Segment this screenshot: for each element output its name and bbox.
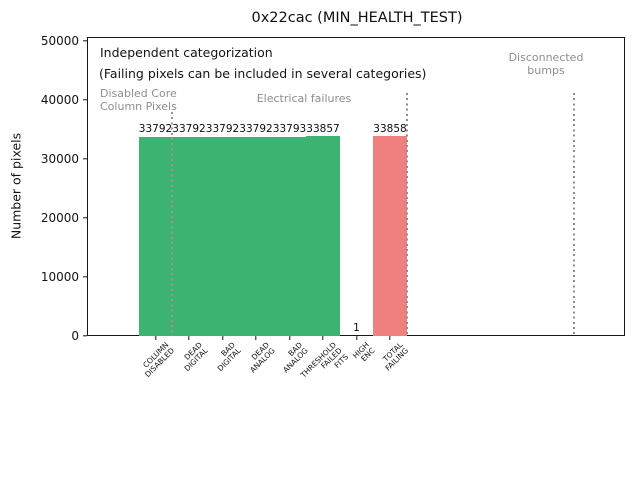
x-tick-mark	[288, 336, 291, 340]
bar	[239, 136, 273, 336]
x-tick-label-text: TOTAL FAILING	[379, 340, 411, 373]
x-tick-mark	[322, 336, 324, 340]
bar-value-label: 1	[353, 322, 360, 335]
section-divider-dotted-line	[405, 93, 408, 336]
annotation-failing-note: (Failing pixels can be included in sever…	[99, 66, 427, 81]
annotation-independent-categorization: Independent categorization	[100, 45, 273, 60]
y-tick-mark	[83, 335, 88, 337]
x-tick-mark	[154, 336, 157, 340]
y-tick-label: 10000	[40, 270, 79, 284]
chart-title: 0x22cac (MIN_HEALTH_TEST)	[251, 10, 463, 26]
x-tick-label-text: COLUMN DISABLED	[138, 340, 177, 380]
y-tick-label: 30000	[40, 152, 79, 166]
x-tick-mark	[188, 336, 190, 340]
y-tick-label: 50000	[40, 34, 79, 48]
bar	[172, 136, 206, 336]
bar-value-label: 33793	[272, 123, 307, 136]
x-tick-label-text: HIGH ENC	[351, 340, 378, 367]
y-tick-label: 0	[71, 329, 79, 343]
bar	[272, 136, 307, 336]
annotation-line: bumps	[527, 63, 565, 77]
bar-value-label: 33792	[172, 123, 206, 136]
bar-value-label: 33792	[239, 123, 273, 136]
y-tick-mark	[83, 40, 88, 42]
y-tick-label: 40000	[40, 93, 79, 107]
y-axis-label: Number of pixels	[8, 132, 24, 240]
y-tick-mark	[83, 158, 88, 160]
x-tick-mark	[221, 336, 224, 340]
bar-value-label: 33792	[138, 123, 173, 136]
y-tick-mark	[83, 99, 88, 101]
bar	[373, 136, 407, 336]
bar	[138, 136, 173, 336]
bar-value-label: 33857	[306, 122, 340, 135]
annotation-line: Disconnected	[508, 51, 584, 64]
annotation-disabled-core-column-pixels: Disabled Core Column Pixels	[100, 87, 177, 113]
section-divider-dotted-line	[573, 93, 576, 336]
x-tick-label-text: DEAD ANALOG	[243, 340, 277, 375]
bar-value-label: 33792	[205, 123, 240, 136]
y-tick-mark	[83, 217, 88, 219]
x-tick-label-text: DEAD DIGITAL	[177, 340, 210, 374]
x-tick-label-text: BAD DIGITAL	[211, 340, 244, 374]
bar	[306, 136, 340, 336]
bar	[205, 136, 240, 336]
y-tick-label: 20000	[40, 211, 79, 225]
x-tick-mark	[255, 336, 257, 340]
y-tick-mark	[83, 276, 88, 278]
x-tick-mark	[389, 336, 391, 340]
section-divider-dotted-line	[171, 112, 174, 336]
annotation-line: Column Pixels	[100, 99, 177, 113]
annotation-line: Disabled Core	[100, 87, 177, 100]
bar-value-label: 33858	[373, 122, 407, 135]
annotation-disconnected-bumps: Disconnected bumps	[508, 51, 584, 77]
annotation-electrical-failures: Electrical failures	[256, 92, 352, 105]
x-tick-mark	[355, 336, 358, 340]
